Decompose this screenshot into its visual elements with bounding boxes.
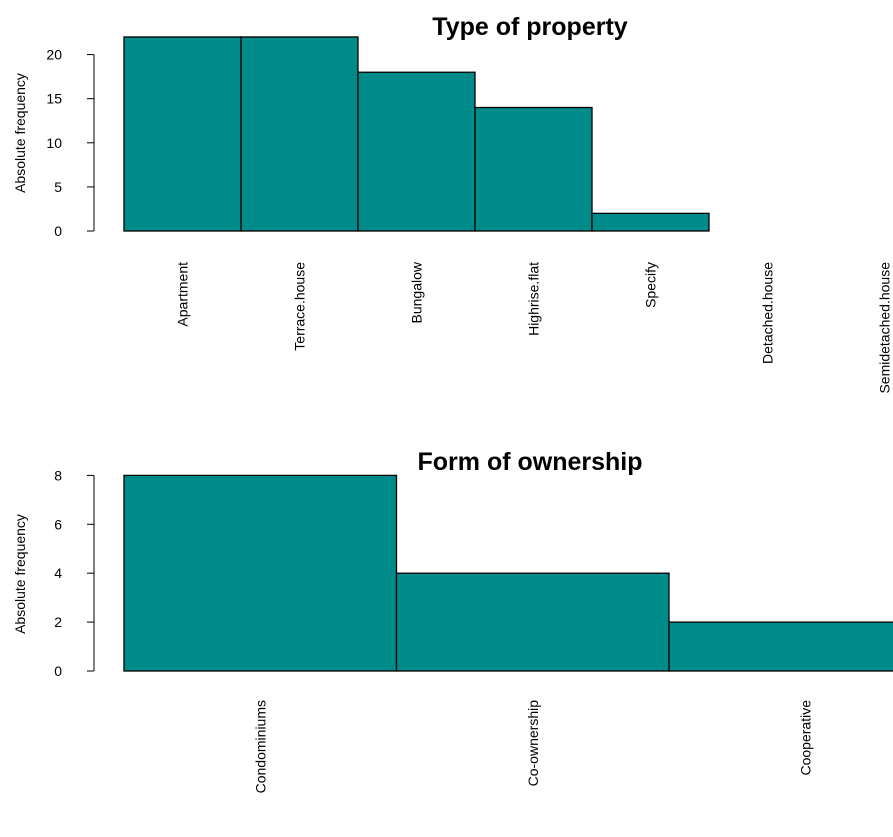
x-tick-label-co-ownership: Co-ownership [525, 700, 541, 787]
y-tick-label: 0 [54, 223, 62, 239]
x-tick-label-highrise-flat: Highrise.flat [526, 262, 542, 336]
x-tick-label-terrace-house: Terrace.house [292, 262, 308, 351]
type-of-property-y-axis: 0 5 10 15 20 [46, 47, 95, 239]
type-of-property-bars [123, 36, 710, 232]
y-tick-label: 10 [46, 135, 62, 151]
y-tick-label: 4 [54, 565, 62, 581]
bar-highrise-flat [474, 106, 593, 232]
type-of-property-x-labels: Apartment Terrace.house Bungalow Highrise.f… [175, 261, 893, 393]
y-tick-label: 6 [54, 516, 62, 532]
bar-specify [591, 212, 710, 232]
x-tick-label-bungalow: Bungalow [409, 261, 425, 323]
x-tick-label-detached-house: Detached.house [760, 262, 776, 364]
bar-apartment [123, 36, 242, 232]
form-of-ownership-bars [123, 474, 893, 672]
form-of-ownership-chart: Form of ownership Absolute frequency 0 2 4… [12, 448, 893, 793]
type-of-property-title: Type of property [432, 13, 627, 41]
bar-condominiums [123, 474, 398, 672]
y-tick-label: 0 [54, 663, 62, 679]
x-tick-label-apartment: Apartment [175, 262, 191, 327]
form-of-ownership-x-labels: Condominiums Co-ownership Cooperative [252, 700, 813, 794]
type-of-property-chart: Type of property Absolute frequency 0 5 10… [12, 13, 893, 394]
bar-bungalow [357, 71, 476, 232]
type-of-property-y-axis-label: Absolute frequency [12, 73, 28, 193]
bar-terrace-house [240, 36, 359, 232]
x-tick-label-condominiums: Condominiums [252, 700, 268, 793]
form-of-ownership-y-axis-label: Absolute frequency [12, 514, 28, 634]
y-tick-label: 5 [54, 179, 62, 195]
y-tick-label: 15 [46, 91, 62, 107]
x-tick-label-semidetached-house: Semidetached.house [877, 262, 893, 394]
form-of-ownership-title: Form of ownership [418, 448, 643, 476]
bar-co-ownership [395, 572, 670, 672]
y-tick-label: 20 [46, 47, 62, 63]
x-tick-label-specify: Specify [643, 262, 659, 308]
form-of-ownership-y-axis: 0 2 4 6 8 [54, 467, 95, 679]
y-tick-label: 8 [54, 467, 62, 483]
y-tick-label: 2 [54, 614, 62, 630]
bar-cooperative [668, 621, 893, 672]
x-tick-label-cooperative: Cooperative [797, 700, 813, 776]
